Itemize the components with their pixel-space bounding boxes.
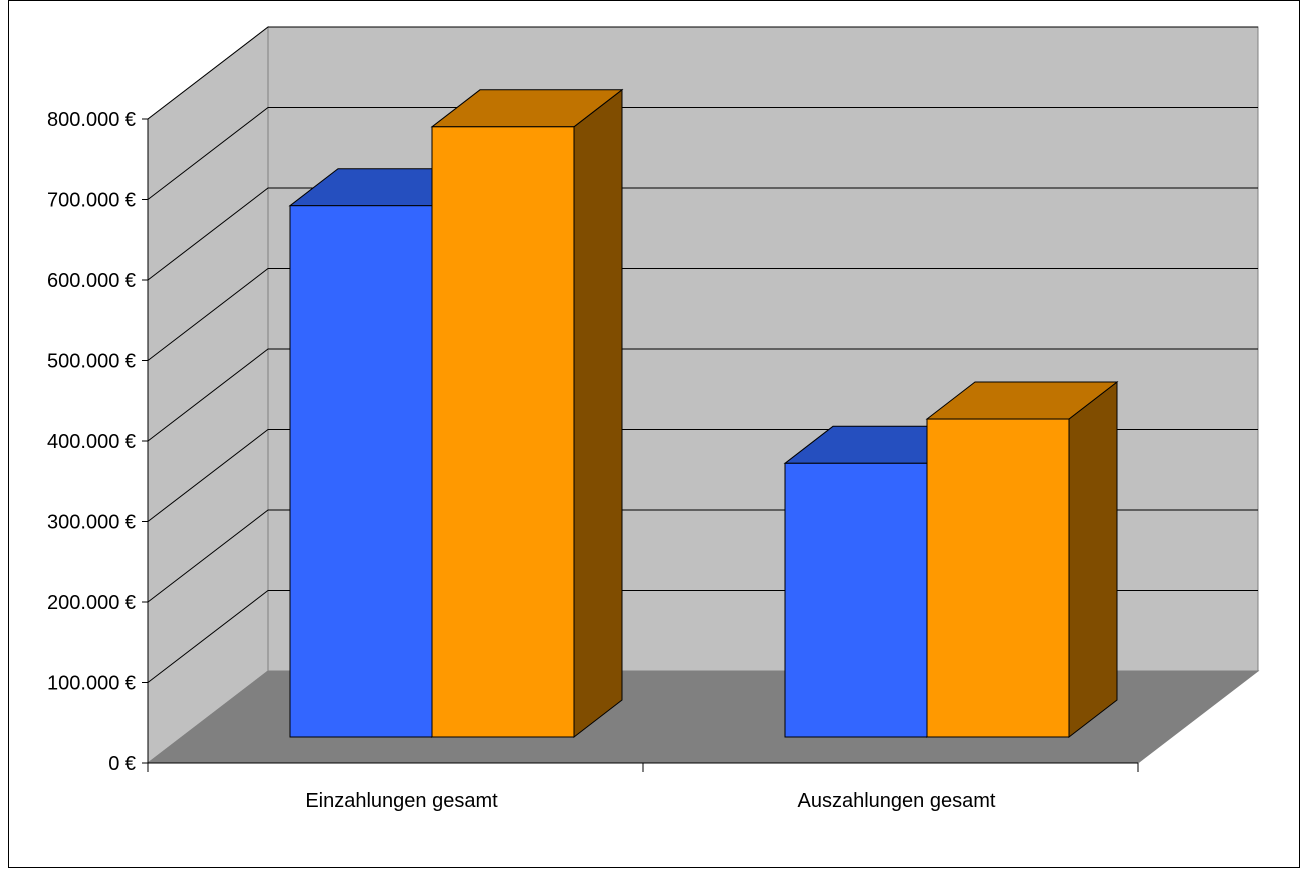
- bar-side-0-1: [573, 88, 623, 739]
- y-tick-label: 200.000 €: [47, 592, 136, 614]
- y-tick-label: 800.000 €: [47, 109, 136, 131]
- gridline: [147, 187, 1258, 281]
- y-tick-label: 500.000 €: [47, 351, 136, 373]
- bar-1-0: [784, 462, 928, 738]
- y-tick-label: 300.000 €: [47, 512, 136, 534]
- gridline: [147, 268, 1258, 361]
- bar-1-1: [926, 418, 1070, 738]
- bar-0-0: [289, 205, 433, 738]
- y-tick-labels: 0 € 100.000 € 200.000 € 300.000 € 400.000 € 5…: [47, 109, 136, 775]
- y-tick-label: 600.000 €: [47, 270, 136, 292]
- x-category-labels: Einzahlungen gesamt Auszahlungen gesamt: [305, 790, 996, 812]
- y-tick-label: 100.000 €: [47, 673, 136, 695]
- x-category-label: Einzahlungen gesamt: [305, 790, 498, 812]
- y-tick-label: 400.000 €: [47, 431, 136, 453]
- axes: [142, 118, 1139, 772]
- y-tick-label: 700.000 €: [47, 190, 136, 212]
- x-category-label: Auszahlungen gesamt: [798, 790, 996, 812]
- bars: [288, 88, 1119, 739]
- gridline: [147, 348, 1258, 442]
- gridline: [147, 26, 1258, 120]
- gridline: [147, 107, 1258, 200]
- bar-side-1-1: [1068, 381, 1118, 739]
- bar-0-1: [431, 126, 575, 738]
- y-tick-label: 0 €: [108, 753, 136, 775]
